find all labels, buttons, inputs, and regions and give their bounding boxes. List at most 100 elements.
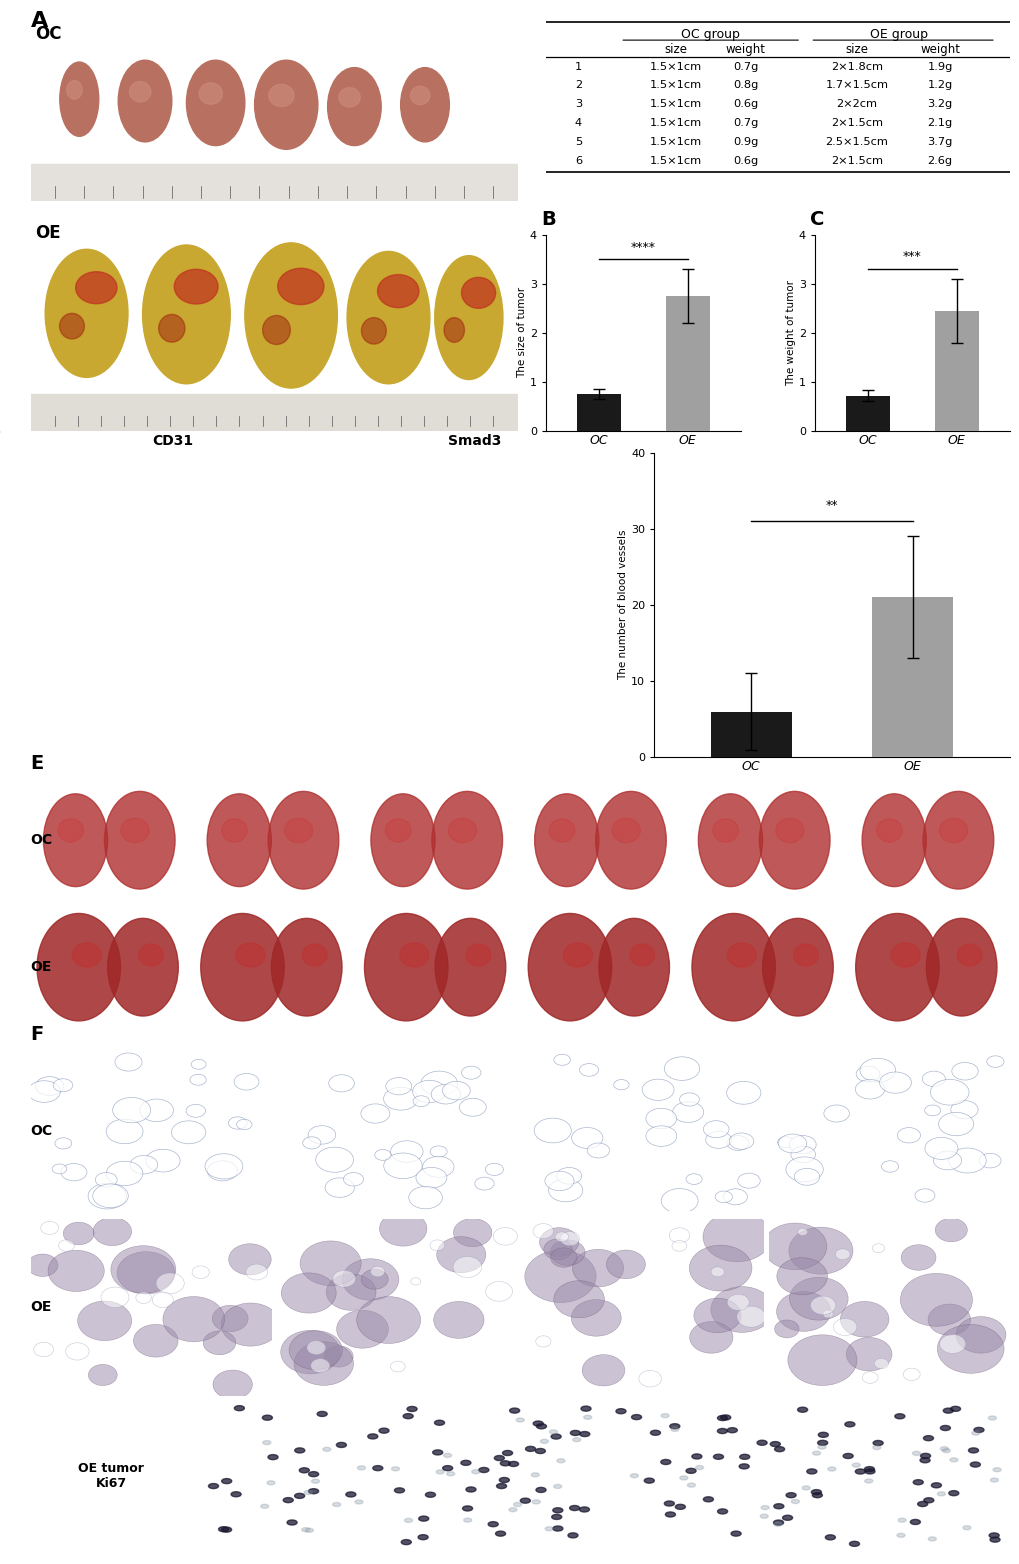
Bar	[31, 394, 517, 430]
Ellipse shape	[434, 255, 502, 380]
Circle shape	[645, 1126, 676, 1146]
Ellipse shape	[299, 1467, 309, 1473]
Circle shape	[421, 1071, 458, 1095]
Circle shape	[379, 1212, 427, 1247]
Ellipse shape	[261, 1505, 268, 1508]
Text: weight: weight	[919, 42, 959, 56]
Text: 0.7g: 0.7g	[732, 117, 757, 128]
Ellipse shape	[234, 1406, 245, 1411]
Ellipse shape	[355, 1500, 363, 1505]
Ellipse shape	[550, 1434, 560, 1439]
Text: 1.5×1cm: 1.5×1cm	[649, 136, 701, 147]
Circle shape	[236, 1120, 252, 1129]
Ellipse shape	[286, 1520, 297, 1525]
Ellipse shape	[498, 1478, 508, 1483]
Ellipse shape	[793, 945, 817, 967]
Circle shape	[41, 1221, 58, 1234]
Circle shape	[788, 1228, 852, 1275]
Ellipse shape	[302, 1528, 310, 1531]
Ellipse shape	[936, 1492, 945, 1495]
Circle shape	[571, 1128, 602, 1148]
Ellipse shape	[516, 1419, 524, 1422]
Ellipse shape	[464, 1519, 471, 1522]
Circle shape	[430, 1146, 446, 1157]
Ellipse shape	[284, 818, 313, 843]
Ellipse shape	[548, 820, 575, 841]
Ellipse shape	[332, 1503, 340, 1506]
Circle shape	[727, 1295, 749, 1311]
Circle shape	[948, 1148, 985, 1173]
Ellipse shape	[731, 1531, 741, 1536]
Ellipse shape	[174, 269, 218, 303]
Ellipse shape	[894, 1414, 904, 1419]
Ellipse shape	[44, 795, 108, 887]
Ellipse shape	[698, 795, 762, 887]
Circle shape	[140, 1099, 173, 1121]
Ellipse shape	[811, 1492, 821, 1498]
Ellipse shape	[108, 918, 178, 1017]
Ellipse shape	[431, 791, 502, 888]
Circle shape	[205, 1154, 243, 1179]
Ellipse shape	[962, 1526, 970, 1530]
Ellipse shape	[579, 1431, 589, 1437]
Ellipse shape	[872, 1445, 880, 1450]
Ellipse shape	[418, 1534, 428, 1539]
Ellipse shape	[864, 1480, 872, 1483]
Circle shape	[534, 1118, 571, 1143]
Ellipse shape	[971, 1431, 979, 1436]
Ellipse shape	[271, 918, 341, 1017]
Ellipse shape	[263, 1440, 271, 1445]
Circle shape	[579, 1064, 598, 1076]
Ellipse shape	[534, 795, 598, 887]
Circle shape	[136, 1292, 152, 1303]
Circle shape	[452, 1256, 481, 1278]
Ellipse shape	[922, 1436, 932, 1440]
Circle shape	[714, 1192, 732, 1203]
Ellipse shape	[268, 1455, 278, 1459]
Text: 1.5×1cm: 1.5×1cm	[649, 80, 701, 91]
Circle shape	[93, 1217, 131, 1245]
Circle shape	[543, 1239, 572, 1259]
Ellipse shape	[852, 1462, 859, 1467]
Ellipse shape	[664, 1512, 675, 1517]
Ellipse shape	[570, 1431, 580, 1436]
Circle shape	[710, 1267, 723, 1276]
Ellipse shape	[827, 1467, 836, 1472]
Circle shape	[729, 1132, 753, 1150]
Ellipse shape	[544, 1526, 552, 1531]
Circle shape	[835, 1248, 849, 1259]
Circle shape	[548, 1179, 582, 1201]
Circle shape	[924, 1106, 940, 1115]
Circle shape	[786, 1157, 822, 1182]
Circle shape	[921, 1071, 945, 1087]
Circle shape	[900, 1273, 971, 1326]
Ellipse shape	[772, 1520, 783, 1525]
Ellipse shape	[268, 84, 293, 106]
Ellipse shape	[104, 791, 175, 888]
Ellipse shape	[494, 1456, 503, 1461]
Ellipse shape	[255, 59, 318, 149]
Circle shape	[390, 1361, 405, 1372]
Ellipse shape	[432, 1450, 442, 1455]
Ellipse shape	[773, 1447, 784, 1451]
Ellipse shape	[338, 88, 360, 106]
Circle shape	[533, 1223, 553, 1239]
Ellipse shape	[267, 1481, 275, 1484]
Ellipse shape	[410, 86, 429, 105]
Ellipse shape	[760, 1506, 768, 1509]
Circle shape	[822, 1311, 833, 1318]
Circle shape	[900, 1245, 935, 1270]
Ellipse shape	[552, 1508, 562, 1512]
Text: 2.5×1.5cm: 2.5×1.5cm	[824, 136, 888, 147]
Ellipse shape	[716, 1428, 727, 1434]
Circle shape	[938, 1334, 965, 1353]
Ellipse shape	[973, 1428, 983, 1433]
Ellipse shape	[434, 1420, 444, 1425]
Ellipse shape	[669, 1423, 679, 1429]
Ellipse shape	[569, 1506, 579, 1511]
Text: 0.6g: 0.6g	[732, 155, 757, 166]
Circle shape	[582, 1354, 625, 1386]
Circle shape	[485, 1164, 503, 1176]
Ellipse shape	[950, 1406, 960, 1411]
Ellipse shape	[769, 1442, 780, 1447]
